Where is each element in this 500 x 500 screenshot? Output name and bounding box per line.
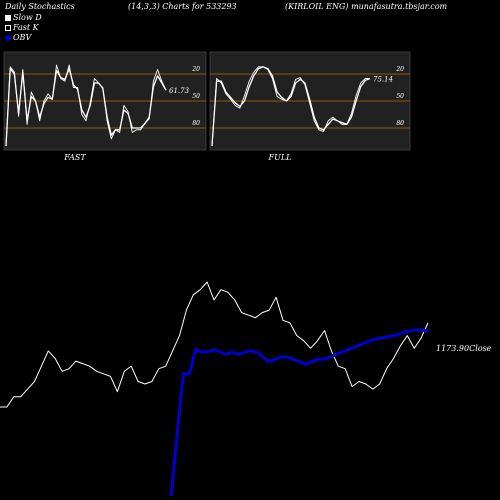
- full-ytick-label: 80: [396, 120, 404, 127]
- last-close-price-label: 1173.90Close: [436, 344, 492, 353]
- full-last-value-label: 75.14: [373, 76, 393, 84]
- fast-last-value-label: 61.73: [169, 87, 190, 95]
- price-close-line: [0, 281, 429, 408]
- fast-ytick-label: 80: [192, 120, 200, 127]
- fast-fast-k-line: [5, 64, 167, 147]
- legend-obv: OBV: [5, 33, 31, 42]
- legend-fast-k: Fast K: [5, 23, 39, 32]
- obv-line: [169, 328, 429, 497]
- legend-slow-d: Slow D: [5, 13, 42, 22]
- fast-slow-d-line: [5, 67, 167, 147]
- fast-k-swatch-icon: [5, 25, 11, 31]
- fast-panel-title: FAST: [63, 153, 86, 162]
- full-fast-k-line: [211, 66, 370, 147]
- fast-ytick-label: 20: [191, 66, 200, 73]
- chart-header-source: (KIRLOIL ENG) munafasutra.tbsjar.com: [285, 2, 448, 11]
- fast-ytick-label: 50: [192, 93, 200, 100]
- full-ytick-label: 20: [395, 66, 404, 73]
- legend-fast-k-label: Fast K: [13, 23, 39, 32]
- slow-d-swatch-icon: [5, 15, 11, 21]
- legend-obv-label: OBV: [13, 33, 32, 42]
- full-slow-d-line: [211, 66, 371, 147]
- full-panel-title: FULL: [268, 153, 292, 162]
- legend-slow-d-label: Slow D: [13, 13, 42, 22]
- chart-header-params: (14,3,3) Charts for 533293: [128, 2, 237, 11]
- full-ytick-label: 50: [396, 93, 404, 100]
- obv-swatch-icon: [5, 35, 11, 41]
- chart-header-title: Daily Stochastics: [5, 2, 75, 11]
